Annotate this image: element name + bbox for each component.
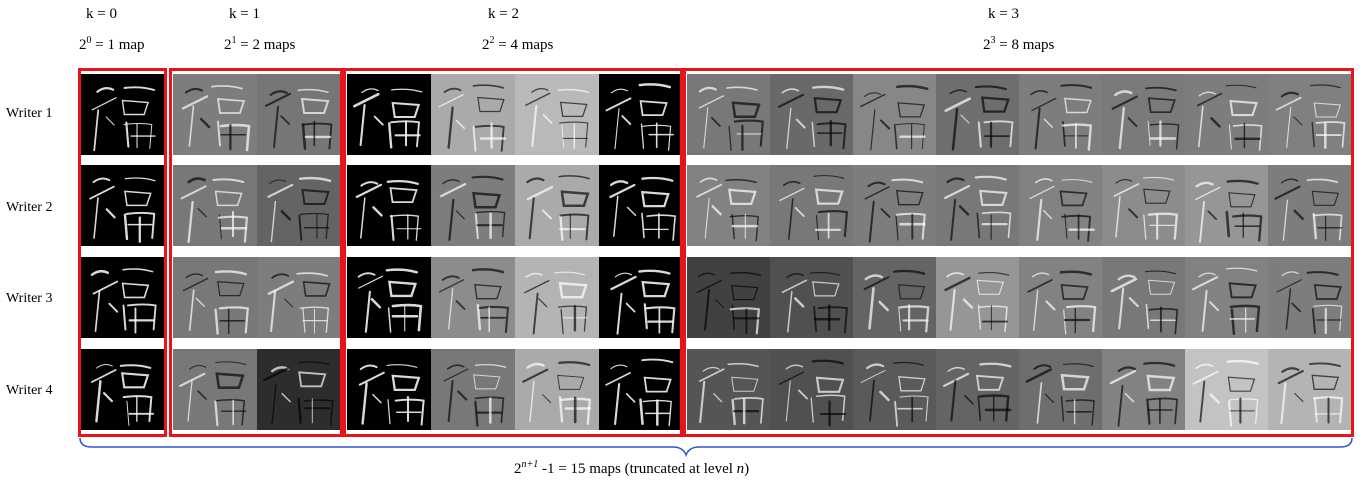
feature-map-cell (936, 349, 1020, 430)
feature-map-cell (173, 74, 257, 155)
feature-map-cell (770, 74, 854, 155)
feature-map-cell (1019, 74, 1103, 155)
feature-map-cell (1102, 74, 1186, 155)
feature-map-cell (515, 165, 599, 246)
feature-map-cell (257, 165, 341, 246)
map-count-k3: 23 = 8 maps (983, 35, 1055, 54)
feature-map-cell (599, 349, 683, 430)
feature-map-cell (1185, 349, 1269, 430)
feature-map-cell (431, 165, 515, 246)
feature-map-cell (599, 257, 683, 338)
feature-map-cell (81, 349, 164, 430)
feature-map-cell (770, 349, 854, 430)
feature-map-cell (936, 165, 1020, 246)
feature-map-cell (515, 74, 599, 155)
feature-map-cell (1102, 257, 1186, 338)
feature-map-cell (81, 257, 164, 338)
brace-path (79, 437, 1353, 458)
feature-map-cell (173, 257, 257, 338)
feature-map-cell (257, 257, 341, 338)
feature-map-cell (599, 165, 683, 246)
feature-map-cell (687, 257, 771, 338)
feature-map-cell (687, 349, 771, 430)
feature-map-cell (257, 349, 341, 430)
map-count-k2: 22 = 4 maps (482, 35, 554, 54)
feature-map-cell (81, 74, 164, 155)
feature-map-cell (770, 257, 854, 338)
level-box-k2 (343, 68, 683, 437)
feature-map-cell (257, 74, 341, 155)
feature-map-cell (853, 165, 937, 246)
feature-map-cell (431, 74, 515, 155)
feature-map-cell (1268, 165, 1352, 246)
level-box-k0 (78, 68, 167, 437)
feature-map-cell (173, 165, 257, 246)
feature-map-cell (431, 349, 515, 430)
feature-map-cell (431, 257, 515, 338)
feature-map-cell (515, 257, 599, 338)
feature-map-cell (687, 74, 771, 155)
level-label-k1: k = 1 (229, 6, 260, 22)
feature-map-cell (1268, 74, 1352, 155)
feature-map-cell (347, 74, 431, 155)
feature-map-cell (853, 257, 937, 338)
feature-map-cell (1268, 349, 1352, 430)
feature-map-cell (1185, 74, 1269, 155)
writer-label-2: Writer 2 (6, 200, 53, 215)
level-box-k1 (169, 68, 343, 437)
map-count-k0: 20 = 1 map (79, 35, 145, 54)
writer-label-4: Writer 4 (6, 383, 53, 398)
feature-map-cell (770, 165, 854, 246)
level-label-k3: k = 3 (988, 6, 1019, 22)
level-label-k2: k = 2 (488, 6, 519, 22)
feature-map-cell (936, 74, 1020, 155)
writer-label-3: Writer 3 (6, 291, 53, 306)
feature-map-cell (1102, 349, 1186, 430)
total-maps-label: 2n+1 -1 = 15 maps (truncated at level n) (514, 459, 750, 478)
feature-map-cell (1019, 349, 1103, 430)
feature-map-cell (1102, 165, 1186, 246)
feature-map-cell (1185, 165, 1269, 246)
feature-map-cell (1185, 257, 1269, 338)
level-box-k3 (683, 68, 1354, 437)
feature-map-cell (853, 349, 937, 430)
feature-map-cell (81, 165, 164, 246)
map-count-k1: 21 = 2 maps (224, 35, 296, 54)
feature-map-cell (853, 74, 937, 155)
feature-map-cell (1019, 165, 1103, 246)
feature-map-cell (347, 349, 431, 430)
feature-map-cell (173, 349, 257, 430)
level-label-k0: k = 0 (86, 6, 117, 22)
writer-label-1: Writer 1 (6, 106, 53, 121)
feature-map-cell (347, 165, 431, 246)
feature-map-cell (515, 349, 599, 430)
feature-map-cell (1268, 257, 1352, 338)
feature-map-cell (347, 257, 431, 338)
feature-map-cell (936, 257, 1020, 338)
feature-map-cell (1019, 257, 1103, 338)
feature-map-cell (599, 74, 683, 155)
feature-map-cell (687, 165, 771, 246)
